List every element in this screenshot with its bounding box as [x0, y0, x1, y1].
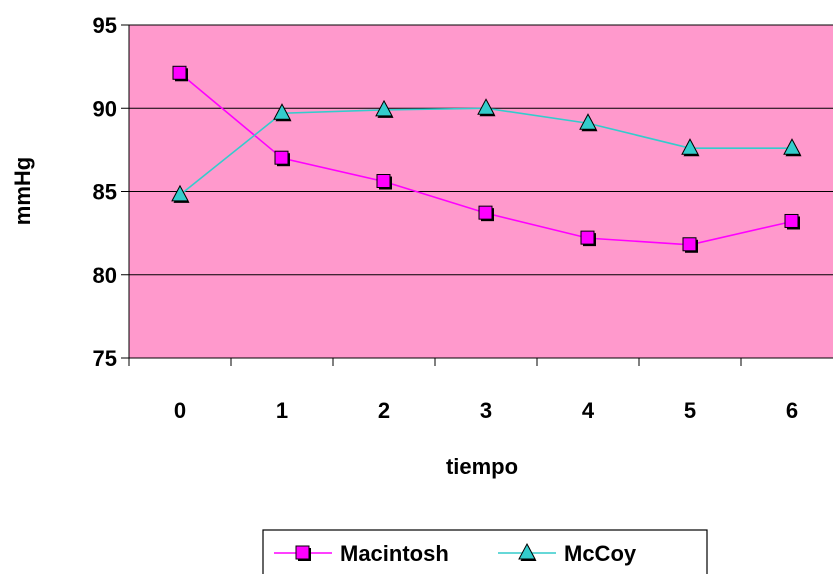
legend-items: Macintosh McCoy — [274, 541, 637, 566]
legend-label: Macintosh — [340, 541, 449, 566]
y-tick-label: 90 — [93, 96, 117, 121]
x-tick-label: 1 — [276, 398, 288, 423]
legend-box — [262, 529, 708, 577]
y-ticks: 75 80 85 90 95 — [93, 13, 129, 371]
data-point — [580, 230, 595, 245]
legend-marker — [518, 542, 536, 560]
x-tick-label: 0 — [174, 398, 186, 423]
y-axis-title: mmHg — [10, 157, 35, 225]
y-tick-label: 75 — [93, 346, 117, 371]
x-tick-label: 4 — [582, 398, 595, 423]
data-point — [172, 65, 187, 80]
series-mccoy — [171, 98, 802, 203]
data-point — [171, 184, 189, 202]
data-point — [783, 138, 801, 155]
data-point — [579, 113, 597, 130]
x-tick-label: 2 — [378, 398, 390, 423]
data-point — [681, 138, 699, 155]
data-point — [376, 174, 391, 189]
x-axis-title: tiempo — [446, 454, 518, 479]
legend-item-macintosh: Macintosh — [274, 541, 449, 566]
series-layer — [171, 65, 802, 253]
x-tick-label: 6 — [786, 398, 798, 423]
data-point — [375, 99, 393, 117]
x-ticks: 0 1 2 3 4 5 6 — [128, 358, 798, 423]
legend: Macintosh McCoy — [262, 529, 708, 577]
data-point — [274, 150, 289, 165]
data-point — [784, 213, 799, 228]
data-point — [477, 98, 495, 115]
data-point — [682, 237, 697, 252]
data-point — [478, 205, 493, 220]
data-point — [273, 103, 291, 120]
legend-item-mccoy: McCoy — [498, 541, 637, 566]
x-tick-label: 3 — [480, 398, 492, 423]
legend-marker — [295, 545, 310, 560]
y-tick-label: 80 — [93, 263, 117, 288]
series-macintosh — [172, 65, 800, 253]
legend-label: McCoy — [564, 541, 637, 566]
y-tick-label: 85 — [93, 180, 117, 205]
y-tick-label: 95 — [93, 13, 117, 38]
x-tick-label: 5 — [684, 398, 696, 423]
